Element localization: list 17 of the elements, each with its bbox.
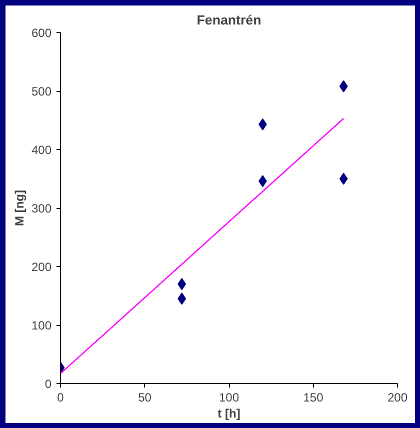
y-tick-label: 400 xyxy=(31,143,52,157)
y-tick-label: 100 xyxy=(31,318,52,332)
x-tick-label: 0 xyxy=(57,390,64,404)
x-tick-label: 50 xyxy=(138,390,152,404)
y-tick-label: 0 xyxy=(44,377,52,391)
y-tick-label: 500 xyxy=(31,84,52,98)
y-tick-label: 300 xyxy=(31,202,52,216)
chart-title: Fenantrén xyxy=(196,12,262,28)
x-axis-title: t [h] xyxy=(218,406,240,420)
y-tick-label: 200 xyxy=(31,260,52,274)
x-tick-label: 150 xyxy=(303,390,324,404)
y-tick-label: 600 xyxy=(31,26,52,40)
y-axis-title: M [ng] xyxy=(12,190,26,226)
x-tick-label: 100 xyxy=(218,390,240,404)
point xyxy=(339,80,348,92)
x-tick-label: 200 xyxy=(387,390,408,404)
point xyxy=(339,172,348,185)
